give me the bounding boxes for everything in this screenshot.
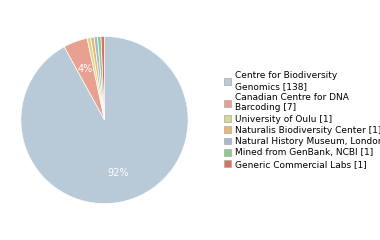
Text: 92%: 92% <box>107 168 129 178</box>
Wedge shape <box>94 37 105 120</box>
Legend: Centre for Biodiversity
Genomics [138], Canadian Centre for DNA
Barcoding [7], U: Centre for Biodiversity Genomics [138], … <box>224 71 380 169</box>
Wedge shape <box>21 36 188 204</box>
Wedge shape <box>98 36 104 120</box>
Wedge shape <box>101 36 105 120</box>
Wedge shape <box>64 38 104 120</box>
Wedge shape <box>90 37 105 120</box>
Wedge shape <box>87 38 105 120</box>
Text: 4%: 4% <box>78 64 93 74</box>
